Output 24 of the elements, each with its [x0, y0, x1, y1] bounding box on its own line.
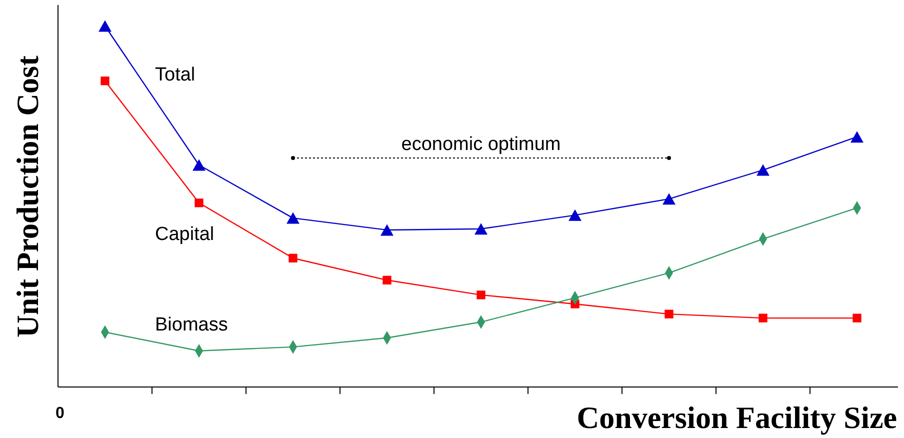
series-label: Total	[155, 64, 196, 86]
y-axis-title: Unit Production Cost	[10, 54, 45, 338]
point	[100, 76, 110, 86]
series-label: Biomass	[155, 314, 228, 336]
point	[758, 314, 768, 322]
text: 0	[56, 405, 65, 422]
point	[98, 20, 112, 32]
point	[476, 290, 486, 300]
point	[382, 276, 392, 284]
point	[662, 193, 676, 205]
point	[664, 310, 674, 318]
point	[286, 212, 300, 224]
point	[380, 224, 394, 236]
point	[852, 314, 862, 322]
series-label: Capital	[155, 224, 214, 245]
point	[288, 254, 298, 262]
x-axis-title: Conversion Facility Size	[576, 400, 897, 435]
point	[474, 223, 488, 235]
point	[850, 131, 864, 143]
point	[568, 209, 582, 221]
point	[192, 159, 206, 171]
point	[194, 198, 204, 208]
point	[756, 164, 770, 176]
annotation: economic optimum	[401, 134, 561, 155]
